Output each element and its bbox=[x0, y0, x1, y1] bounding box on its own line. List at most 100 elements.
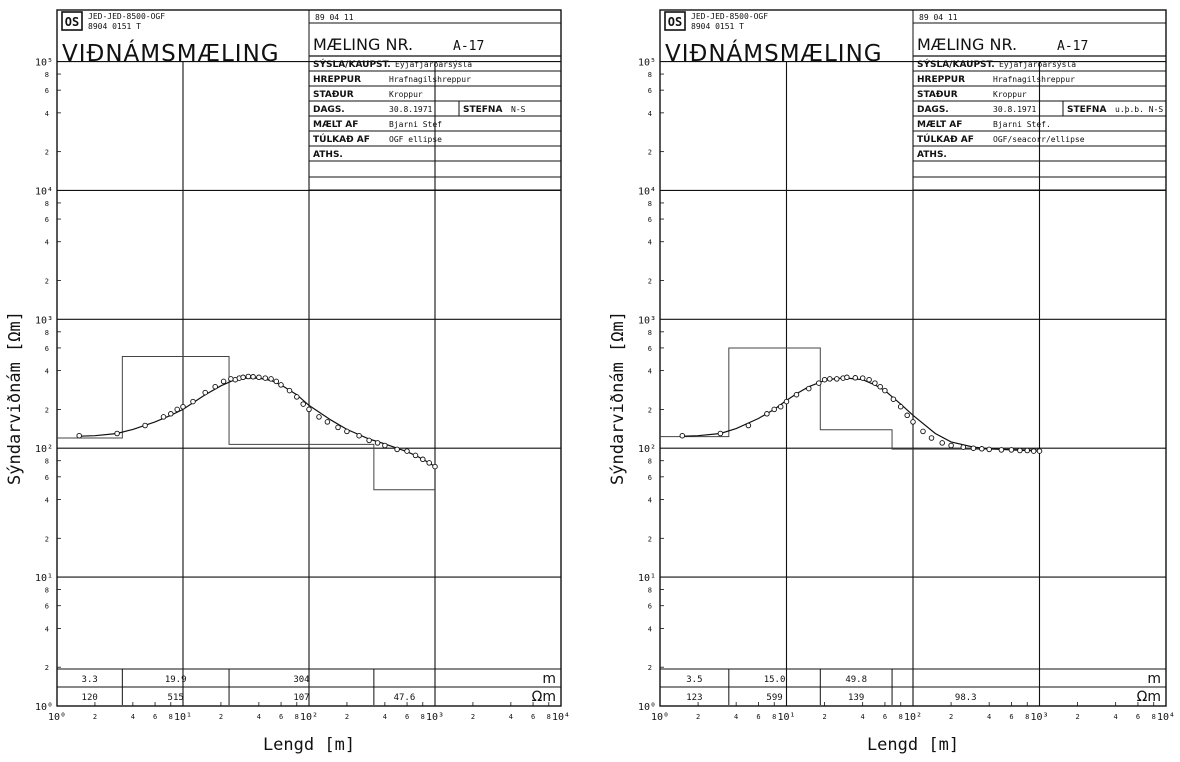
x-minor-tick-label: 2 bbox=[949, 713, 953, 721]
layer-thickness: 3.5 bbox=[686, 675, 702, 685]
measured-point bbox=[228, 376, 234, 382]
x-minor-tick-label: 8 bbox=[295, 713, 299, 721]
x-minor-tick-label: 6 bbox=[883, 713, 887, 721]
field-label: DAGS. bbox=[917, 105, 949, 115]
measured-point bbox=[412, 452, 419, 459]
y-minor-tick-label: 6 bbox=[45, 87, 49, 95]
x-minor-tick-label: 6 bbox=[279, 713, 283, 721]
model-curve bbox=[79, 377, 436, 468]
measurement-label: MÆLING NR. bbox=[917, 35, 1017, 54]
measurement-label: MÆLING NR. bbox=[313, 35, 413, 54]
model-curve bbox=[682, 377, 1040, 452]
measured-point bbox=[928, 435, 935, 441]
layer-thickness: 49.8 bbox=[845, 675, 867, 685]
measured-point bbox=[250, 374, 256, 380]
field-label: TÚLKAÐ AF bbox=[917, 133, 974, 145]
y-minor-tick-label: 2 bbox=[45, 149, 49, 157]
x-tick-label: 10¹ bbox=[174, 712, 192, 723]
measured-point bbox=[335, 424, 341, 431]
y-minor-tick-label: 8 bbox=[648, 71, 652, 79]
measured-point bbox=[717, 430, 724, 437]
layer-resistivity: 47.6 bbox=[394, 693, 416, 703]
measured-point bbox=[180, 403, 186, 410]
x-minor-tick-label: 8 bbox=[772, 713, 776, 721]
y-minor-tick-label: 8 bbox=[45, 71, 49, 79]
measured-point bbox=[160, 414, 167, 420]
document-number: 8904 0151 T bbox=[691, 22, 744, 31]
y-minor-tick-label: 8 bbox=[45, 458, 49, 466]
measured-point bbox=[174, 406, 180, 413]
y-tick-label: 10¹ bbox=[35, 573, 53, 584]
measured-point bbox=[821, 376, 828, 383]
x-minor-tick-label: 4 bbox=[383, 713, 387, 721]
y-minor-tick-label: 6 bbox=[648, 87, 652, 95]
document-code: JED-JED-8500-OGF bbox=[691, 12, 768, 21]
field-label: HREPPUR bbox=[313, 75, 361, 85]
x-axis-title: Lengd [m] bbox=[867, 735, 959, 755]
measured-point bbox=[1024, 447, 1030, 454]
field-value: Hrafnagilshreppur bbox=[389, 75, 471, 84]
y-tick-label: 10⁰ bbox=[638, 702, 656, 713]
field-label: SÝSLA/KAUPST. bbox=[313, 58, 391, 70]
x-tick-label: 10⁴ bbox=[552, 712, 570, 723]
measured-point bbox=[1008, 447, 1015, 453]
measured-point bbox=[897, 403, 904, 410]
measured-point bbox=[939, 440, 945, 446]
y-minor-tick-label: 4 bbox=[45, 239, 49, 247]
measurement-number: A-17 bbox=[453, 39, 484, 54]
y-tick-label: 10⁴ bbox=[638, 186, 656, 197]
measured-point bbox=[904, 412, 910, 419]
measured-point bbox=[777, 403, 784, 410]
layer-resistivity: 123 bbox=[686, 693, 702, 703]
y-minor-tick-label: 6 bbox=[45, 216, 49, 224]
y-minor-tick-label: 6 bbox=[648, 474, 652, 482]
measured-point bbox=[979, 446, 985, 452]
measured-point bbox=[872, 380, 878, 386]
layer-thickness: 15.0 bbox=[764, 675, 786, 685]
x-minor-tick-label: 4 bbox=[257, 713, 261, 721]
measured-point bbox=[286, 387, 293, 394]
y-tick-label: 10³ bbox=[638, 315, 656, 326]
field-value: N-S bbox=[511, 105, 526, 114]
sheet-title: VIÐNÁMSMÆLING bbox=[62, 39, 280, 67]
layer-resistivity: 120 bbox=[82, 693, 98, 703]
measured-point bbox=[806, 385, 812, 392]
y-tick-label: 10⁵ bbox=[35, 58, 53, 69]
measured-point bbox=[948, 442, 954, 449]
measured-point bbox=[816, 380, 822, 386]
x-tick-label: 10⁰ bbox=[651, 712, 669, 723]
x-tick-label: 10⁰ bbox=[48, 712, 66, 723]
measured-point bbox=[852, 375, 859, 381]
x-minor-tick-label: 8 bbox=[1152, 713, 1156, 721]
measured-point bbox=[764, 411, 770, 417]
x-minor-tick-label: 8 bbox=[421, 713, 425, 721]
field-value: Bjarni Stef. bbox=[993, 120, 1051, 129]
x-minor-tick-label: 2 bbox=[696, 713, 700, 721]
measured-point bbox=[76, 432, 82, 439]
field-label: DAGS. bbox=[313, 105, 345, 115]
company-logo bbox=[664, 11, 686, 31]
measured-point bbox=[256, 374, 262, 381]
measured-point bbox=[866, 376, 872, 383]
layer-thickness: 3.3 bbox=[82, 675, 98, 685]
x-minor-tick-label: 2 bbox=[1075, 713, 1079, 721]
x-tick-label: 10⁴ bbox=[1157, 712, 1175, 723]
measured-point bbox=[998, 447, 1005, 453]
x-tick-label: 10³ bbox=[426, 712, 444, 723]
y-minor-tick-label: 4 bbox=[45, 110, 49, 118]
measured-point bbox=[771, 406, 777, 413]
y-minor-tick-label: 2 bbox=[45, 664, 49, 672]
field-value: Bjarni Stef bbox=[389, 120, 442, 129]
x-minor-tick-label: 2 bbox=[345, 713, 349, 721]
measured-point bbox=[202, 389, 208, 396]
field-value: OGF/seacorr/ellipse bbox=[993, 135, 1085, 144]
y-minor-tick-label: 2 bbox=[45, 278, 49, 286]
measured-point bbox=[970, 445, 977, 451]
company-logo bbox=[61, 11, 83, 31]
measured-point bbox=[882, 387, 888, 394]
measured-point bbox=[168, 411, 174, 417]
layer-thickness: 19.9 bbox=[165, 675, 187, 685]
measured-point bbox=[220, 378, 227, 385]
measured-point bbox=[877, 383, 883, 390]
